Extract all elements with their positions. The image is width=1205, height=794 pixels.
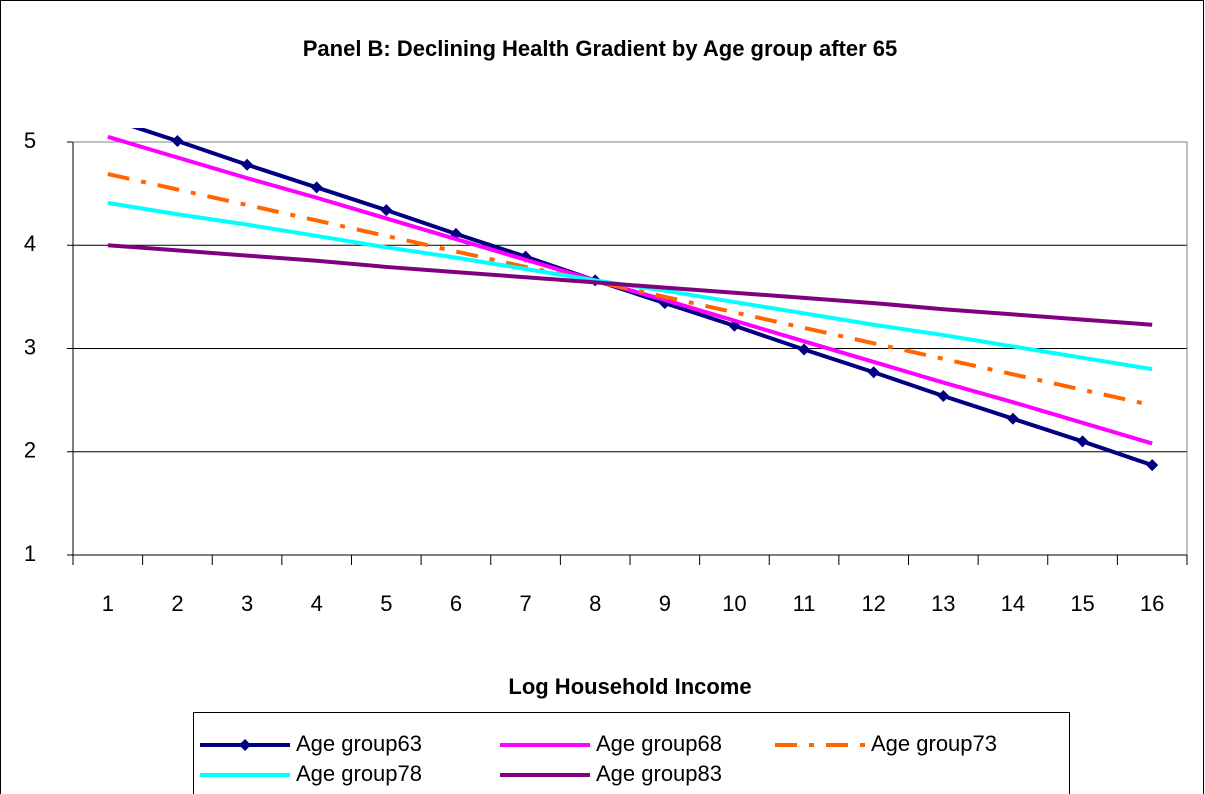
point-marker [310, 181, 323, 194]
x-tick-label: 2 [171, 591, 183, 616]
x-tick-label: 3 [241, 591, 253, 616]
point-marker [1006, 412, 1019, 425]
x-tick-label: 14 [1001, 591, 1025, 616]
x-tick-label: 4 [311, 591, 323, 616]
series-line [107, 134, 1153, 446]
x-tick-label: 13 [931, 591, 955, 616]
x-axis-label: Log Household Income [508, 674, 751, 699]
legend-label: Age group63 [296, 731, 422, 756]
plot-lines [107, 128, 1159, 472]
y-tick-label: 3 [24, 334, 36, 359]
point-marker [867, 366, 880, 379]
legend-label: Age group83 [596, 761, 722, 786]
x-tick-label: 5 [380, 591, 392, 616]
x-tick-label: 12 [861, 591, 885, 616]
x-tick-label: 1 [102, 591, 114, 616]
legend-box [193, 712, 1070, 794]
point-marker [798, 343, 811, 356]
point-marker [241, 158, 254, 171]
chart-title: Panel B: Declining Health Gradient by Ag… [303, 36, 898, 61]
x-tick-label: 10 [722, 591, 746, 616]
series-line [107, 243, 1153, 327]
y-tick-label: 2 [24, 438, 36, 463]
point-marker [1146, 459, 1159, 472]
x-tick-label: 15 [1070, 591, 1094, 616]
x-tick-label: 11 [793, 591, 816, 616]
legend-label: Age group68 [596, 731, 722, 756]
x-tick-label: 9 [659, 591, 671, 616]
point-marker [380, 204, 393, 217]
legend-label: Age group78 [296, 761, 422, 786]
legend-marker [239, 739, 251, 751]
point-marker [937, 389, 950, 402]
x-tick-label: 6 [450, 591, 462, 616]
x-tick-label: 16 [1140, 591, 1164, 616]
x-tick-label: 7 [519, 591, 531, 616]
y-tick-label: 4 [24, 231, 36, 256]
y-tick-label: 5 [24, 128, 36, 153]
y-tick-label: 1 [24, 541, 36, 566]
legend-label: Age group73 [871, 731, 997, 756]
x-tick-label: 8 [589, 591, 601, 616]
point-marker [171, 134, 184, 147]
point-marker [1076, 435, 1089, 448]
